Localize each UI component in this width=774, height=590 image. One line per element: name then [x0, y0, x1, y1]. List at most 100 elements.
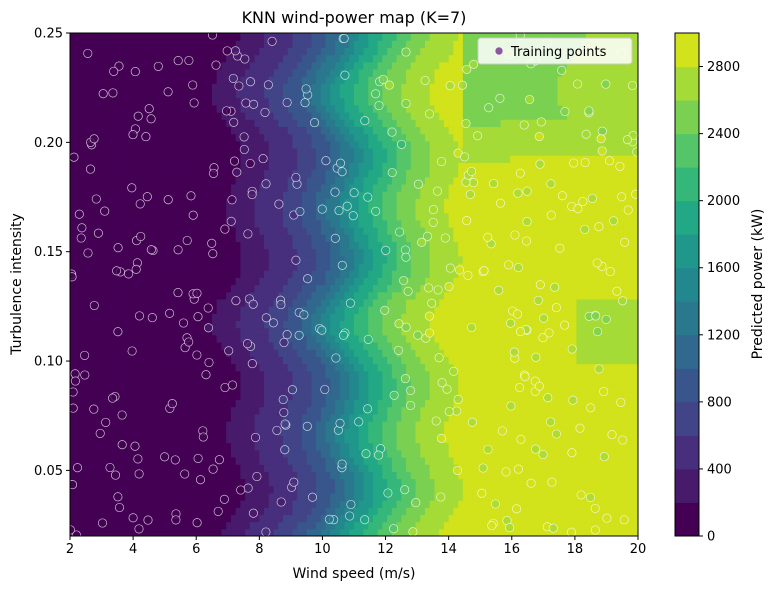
heatmap-cell	[183, 514, 189, 523]
heatmap-cell	[122, 155, 128, 163]
heatmap-cell	[79, 277, 85, 286]
heatmap-cell	[301, 162, 308, 171]
heatmap-cell	[183, 205, 189, 214]
heatmap-cell	[136, 176, 142, 185]
heatmap-cell	[74, 169, 81, 178]
heatmap-cell	[311, 428, 317, 436]
heatmap-cell	[273, 399, 279, 408]
heatmap-cell	[136, 291, 142, 300]
heatmap-cell	[145, 262, 152, 271]
heatmap-cell	[178, 212, 185, 221]
heatmap-cell	[93, 421, 99, 429]
heatmap-cell	[401, 327, 407, 336]
heatmap-cell	[145, 241, 152, 250]
heatmap-cell	[197, 162, 204, 171]
heatmap-cell	[74, 356, 81, 365]
heatmap-cell	[382, 205, 388, 214]
heatmap-cell	[283, 68, 289, 77]
heatmap-cell	[84, 485, 90, 494]
heatmap-cell	[387, 377, 393, 386]
heatmap-cell	[131, 284, 137, 293]
heatmap-cell	[287, 198, 294, 207]
heatmap-cell	[372, 528, 379, 536]
heatmap-cell	[268, 392, 275, 401]
heatmap-cell	[387, 341, 393, 350]
heatmap-cell	[188, 521, 194, 530]
heatmap-cell	[155, 147, 161, 156]
heatmap-cell	[396, 406, 402, 415]
heatmap-cell	[254, 363, 260, 372]
heatmap-cell	[136, 47, 142, 56]
heatmap-cell	[325, 68, 331, 77]
heatmap-cell	[249, 255, 256, 264]
heatmap-cell	[145, 528, 152, 536]
heatmap-cell	[368, 255, 374, 264]
heatmap-cell	[240, 205, 246, 214]
heatmap-cell	[254, 277, 260, 286]
heatmap-cell	[391, 97, 398, 106]
heatmap-cell	[292, 392, 298, 401]
heatmap-cell	[150, 528, 156, 536]
heatmap-cell	[273, 521, 279, 530]
heatmap-cell	[150, 471, 156, 480]
heatmap-cell	[84, 68, 90, 77]
heatmap-cell	[216, 234, 223, 242]
heatmap-cell	[230, 112, 237, 120]
heatmap-cell	[372, 112, 379, 120]
heatmap-cell	[235, 507, 241, 516]
heatmap-cell	[382, 392, 388, 401]
heatmap-cell	[103, 198, 109, 207]
heatmap-cell	[169, 449, 175, 458]
heatmap-cell	[287, 205, 294, 214]
heatmap-cell	[126, 478, 133, 487]
heatmap-cell	[122, 514, 128, 523]
heatmap-cell	[264, 514, 270, 523]
heatmap-cell	[240, 421, 246, 429]
heatmap-cell	[264, 442, 270, 451]
heatmap-cell	[240, 126, 246, 135]
heatmap-cell	[297, 521, 303, 530]
heatmap-cell	[164, 471, 170, 480]
heatmap-cell	[391, 33, 398, 41]
heatmap-cell	[103, 507, 109, 516]
heatmap-cell	[193, 40, 199, 48]
heatmap-cell	[112, 83, 118, 92]
heatmap-cell	[174, 356, 180, 365]
heatmap-cell	[264, 298, 270, 307]
heatmap-cell	[79, 471, 85, 480]
heatmap-cell	[188, 33, 194, 41]
heatmap-cell	[122, 54, 128, 63]
heatmap-cell	[150, 205, 156, 214]
heatmap-cell	[150, 212, 156, 221]
heatmap-cell	[273, 464, 279, 472]
heatmap-cell	[107, 147, 114, 156]
heatmap-cell	[273, 341, 279, 350]
heatmap-cell	[330, 169, 336, 178]
heatmap-cell	[264, 399, 270, 408]
heatmap-cell	[84, 212, 90, 221]
heatmap-cell	[193, 341, 199, 350]
heatmap-cell	[391, 112, 398, 120]
heatmap-cell	[330, 262, 336, 271]
heatmap-cell	[316, 191, 322, 199]
heatmap-cell	[207, 277, 213, 286]
heatmap-cell	[283, 521, 289, 530]
heatmap-cell	[145, 406, 152, 415]
heatmap-cell	[216, 212, 223, 221]
heatmap-cell	[306, 104, 312, 113]
heatmap-cell	[79, 413, 85, 422]
heatmap-cell	[268, 112, 275, 120]
heatmap-cell	[283, 435, 289, 444]
heatmap-cell	[150, 183, 156, 192]
heatmap-cell	[193, 219, 199, 228]
heatmap-cell	[202, 478, 208, 487]
heatmap-cell	[273, 377, 279, 386]
heatmap-cell	[391, 492, 398, 501]
heatmap-cell	[79, 485, 85, 494]
heatmap-cell	[254, 133, 260, 142]
heatmap-cell	[396, 169, 402, 178]
heatmap-cell	[249, 83, 256, 92]
heatmap-cell	[202, 262, 208, 271]
heatmap-cell	[259, 471, 265, 480]
heatmap-cell	[297, 33, 303, 41]
